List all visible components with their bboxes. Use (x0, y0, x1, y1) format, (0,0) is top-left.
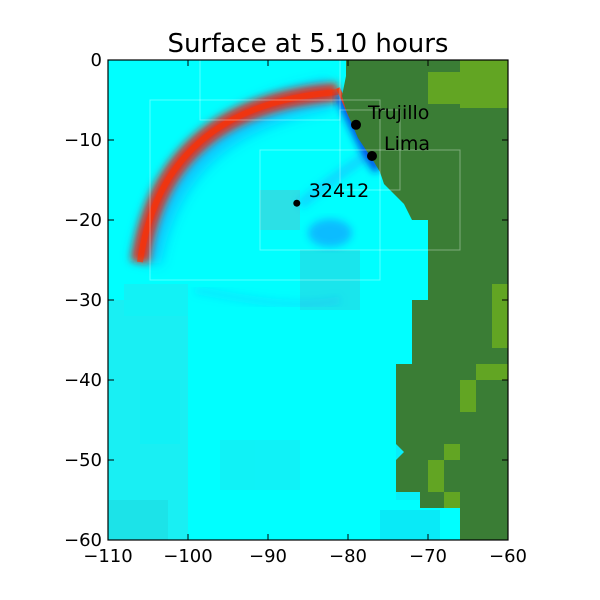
location-label-trujillo: Trujillo (367, 102, 429, 124)
location-marker-lima (367, 151, 377, 161)
location-markers: Trujillo Lima 32412 (293, 102, 430, 207)
plot-area (108, 60, 508, 540)
x-tick-label: −110 (83, 546, 132, 567)
land-mass (342, 60, 508, 540)
location-marker-32412 (293, 199, 301, 207)
axis-ticks: −110 −100 −90 −80 −70 −60 0 −10 −20 −30 −40 −50 −60 (64, 50, 527, 567)
x-tick-label: −100 (163, 546, 212, 567)
y-tick-label: −50 (64, 450, 102, 471)
y-tick-label: −40 (64, 370, 102, 391)
y-tick-label: 0 (91, 50, 102, 71)
wave-trough-arc-south (194, 286, 341, 309)
location-label-lima: Lima (384, 133, 430, 155)
y-tick-label: −30 (64, 290, 102, 311)
y-tick-label: −20 (64, 210, 102, 231)
x-tick-label: −70 (409, 546, 447, 567)
x-tick-label: −60 (489, 546, 527, 567)
x-tick-label: −90 (249, 546, 287, 567)
wave-trough-spot (308, 219, 352, 247)
location-marker-trujillo (351, 119, 361, 130)
x-tick-label: −80 (329, 546, 367, 567)
y-tick-label: −10 (64, 130, 102, 151)
chart-title: Surface at 5.10 hours (168, 29, 449, 59)
y-tick-label: −60 (64, 530, 102, 551)
wave-crest-core (137, 89, 339, 263)
refinement-grid (149, 60, 461, 281)
location-label-32412: 32412 (309, 180, 369, 202)
